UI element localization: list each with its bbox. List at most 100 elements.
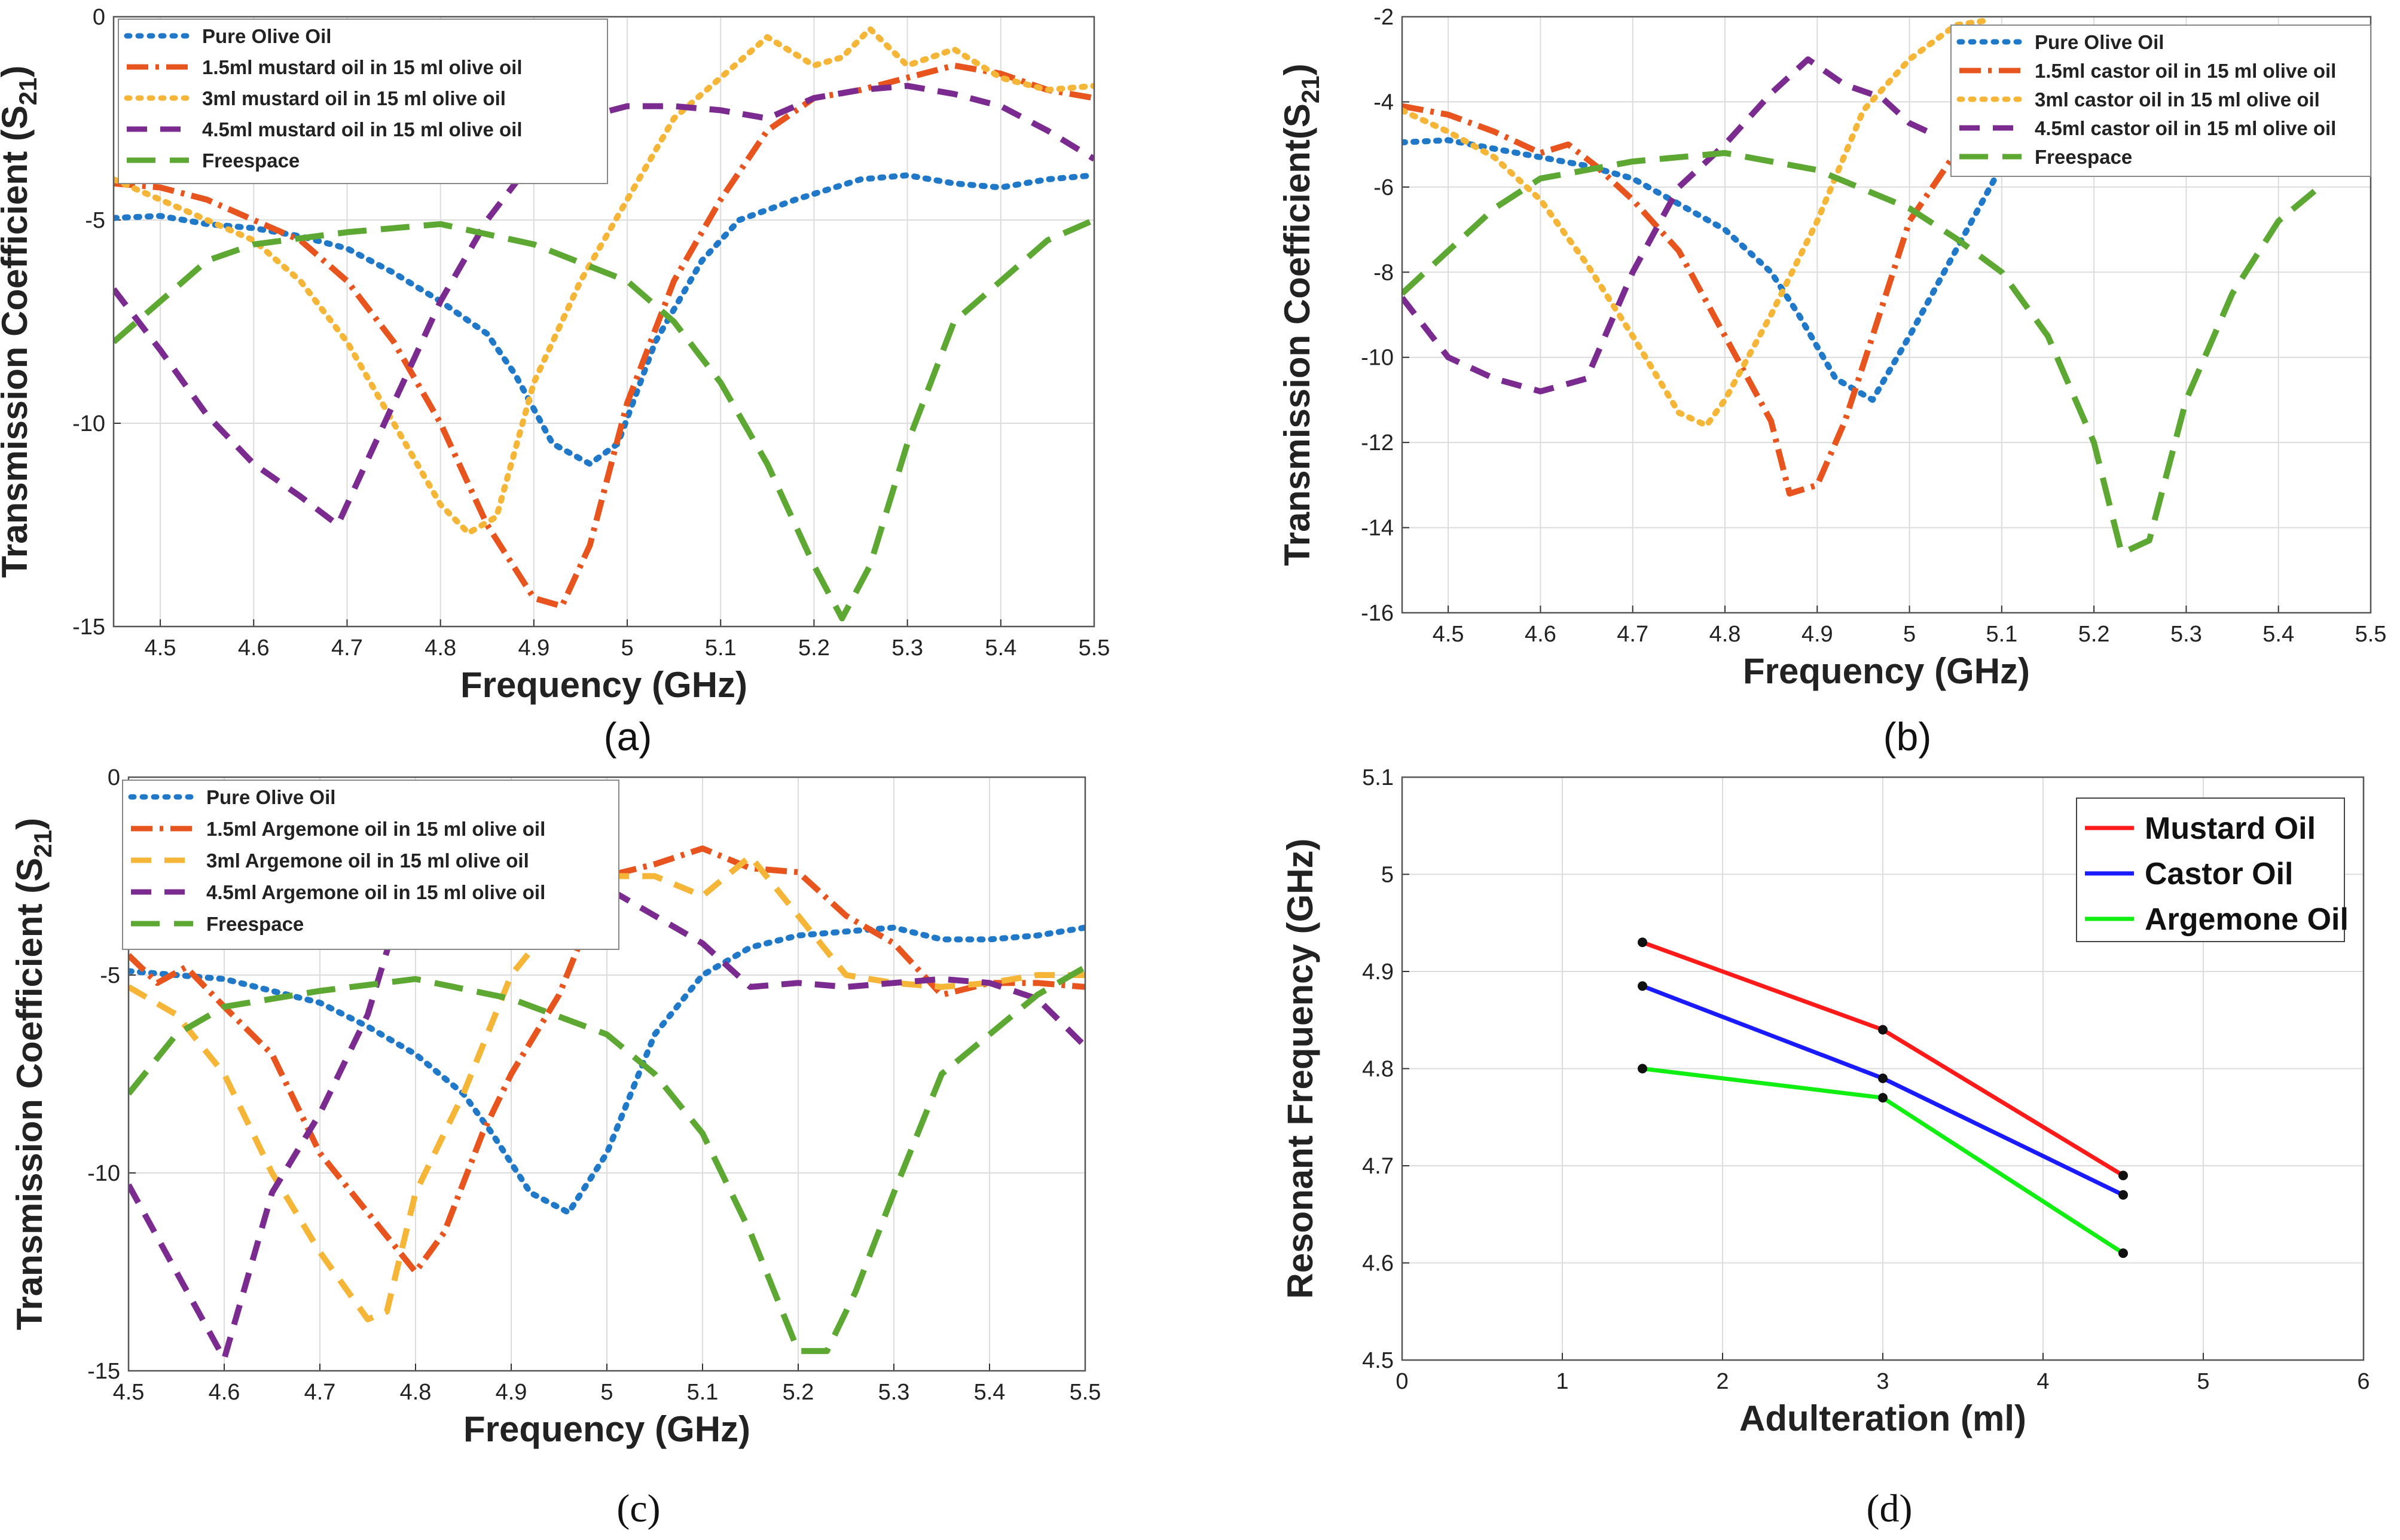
panel-caption-b: (b): [1883, 714, 1932, 759]
y-tick-label: -14: [1361, 516, 1394, 541]
series-line-a-1: [114, 62, 1094, 609]
x-tick-label: 5.3: [2170, 622, 2202, 647]
x-tick-label: 5.5: [1079, 635, 1110, 661]
x-tick-label: 4.9: [1801, 622, 1833, 647]
x-tick-label: 5: [621, 635, 633, 661]
series-line-b-4: [1402, 149, 2327, 557]
chart-panel-d: 0 1 2 3 4 5 6 4.5 4.6 4.7 4.8 4.9 5 5.1 Mustard Oil Cas…: [1280, 765, 2370, 1530]
series-line-b-0: [1402, 133, 2023, 403]
panel-caption-c: (c): [616, 1487, 660, 1530]
data-point-d-1-0: [1638, 981, 1647, 991]
y-tick-label: 0: [93, 5, 105, 30]
x-tick-label: 1: [1556, 1369, 1568, 1394]
x-tick-label: 4.8: [425, 635, 456, 661]
y-tick-label: 0: [108, 765, 120, 790]
x-tick-label: 2: [1716, 1369, 1729, 1394]
y-axis-title-d: Resonant Frequency (GHz): [1280, 838, 1320, 1298]
legend-label-a-0: Pure Olive Oil: [202, 25, 331, 47]
data-point-d-0-0: [1638, 937, 1647, 948]
legend-box-c: [122, 780, 619, 950]
x-tick-label: 0: [1396, 1369, 1408, 1394]
x-tick-label: 5.4: [2262, 622, 2294, 647]
chart-panel-c: 4.5 4.6 4.7 4.8 4.9 5 5.1 5.2 5.3 5.4 5.5 -15 -10 -5 0…: [10, 765, 1101, 1530]
y-tick-label: -12: [1361, 430, 1394, 456]
y-tick-label: -5: [100, 963, 120, 988]
y-tick-label: -4: [1373, 90, 1394, 115]
x-tick-label: 4.9: [496, 1380, 527, 1405]
y-axis-title-subscript: 21: [1296, 75, 1324, 103]
data-point-d-2-2: [2118, 1248, 2128, 1258]
y-axis-title-close: ): [0, 66, 35, 78]
series-line-c-1: [129, 845, 1085, 1275]
series-line-b-3: [1402, 56, 1938, 395]
y-tick-label: -15: [87, 1359, 120, 1384]
legend-label-a-1: 1.5ml mustard oil in 15 ml olive oil: [202, 56, 523, 78]
plot-frame-b: [1401, 16, 2372, 614]
x-tick-label: 5: [2197, 1369, 2209, 1394]
x-tick-label: 5.2: [798, 635, 830, 661]
y-tick-label: -5: [85, 208, 105, 233]
x-tick-label: 4.6: [238, 635, 270, 661]
legend-label-d-2: Argemone Oil: [2145, 902, 2349, 937]
x-tick-label: 4.5: [113, 1380, 145, 1405]
y-axis-title-main: Transmission Coefficient (S: [0, 105, 35, 578]
series-line-b-1: [1402, 103, 1985, 497]
plot-frame-c: [127, 776, 1086, 1372]
chart-panel-b: 4.5 4.6 4.7 4.8 4.9 5 5.1 5.2 5.3 5.4 5.5 -16 -14 -12…: [1277, 5, 2386, 759]
x-tick-label: 5.4: [985, 635, 1016, 661]
y-tick-label: 4.7: [1362, 1154, 1394, 1179]
y-tick-label: 5: [1381, 863, 1394, 888]
series-line-a-2: [114, 26, 1094, 536]
y-axis-title-b: Transmission Coefficient(S21): [1277, 63, 1324, 566]
legend-label-c-0: Pure Olive Oil: [206, 786, 335, 808]
x-tick-label: 4.8: [400, 1380, 432, 1405]
x-axis-title-b: Frequency (GHz): [1743, 651, 2030, 691]
y-tick-label: -2: [1373, 5, 1394, 30]
series-line-c-0: [129, 924, 1085, 1216]
panel-caption-a: (a): [604, 714, 652, 759]
y-tick-label: 4.6: [1362, 1251, 1394, 1276]
data-point-d-1-1: [1878, 1073, 1888, 1083]
plot-frame-d: [1401, 776, 2365, 1361]
y-axis-title-a: Transmission Coefficient (S21): [0, 66, 42, 578]
series-group-c: [129, 814, 1085, 1362]
x-tick-label: 4.7: [304, 1380, 336, 1405]
y-tick-label: -8: [1373, 260, 1394, 285]
legend-label-b-2: 3ml castor oil in 15 ml olive oil: [2035, 88, 2320, 111]
legend-label-b-1: 1.5ml castor oil in 15 ml olive oil: [2035, 60, 2336, 82]
x-tick-label: 4.7: [331, 635, 363, 661]
y-axis-title-subscript: 21: [14, 78, 42, 106]
y-axis-title-subscript: 21: [29, 830, 57, 858]
legend-label-a-3: 4.5ml mustard oil in 15 ml olive oil: [202, 118, 523, 140]
legend-label-d-0: Mustard Oil: [2145, 811, 2316, 846]
x-tick-label: 4.5: [145, 635, 176, 661]
x-tick-label: 5.1: [1986, 622, 2017, 647]
y-tick-label: 4.8: [1362, 1057, 1394, 1082]
x-axis-title-a: Frequency (GHz): [460, 665, 747, 705]
x-tick-label: 5.2: [2078, 622, 2110, 647]
series-line-b-2: [1402, 18, 1986, 429]
data-point-d-1-2: [2118, 1190, 2128, 1200]
legend-label-c-1: 1.5ml Argemone oil in 15 ml olive oil: [206, 818, 545, 840]
x-tick-label: 4.9: [518, 635, 549, 661]
legend-box-a: [118, 19, 608, 184]
legend-label-c-2: 3ml Argemone oil in 15 ml olive oil: [206, 850, 529, 872]
series-line-a-4: [114, 217, 1094, 622]
x-tick-label: 4.8: [1709, 622, 1741, 647]
legend-label-b-3: 4.5ml castor oil in 15 ml olive oil: [2035, 117, 2336, 139]
y-axis-title-main: Transmission Coefficient(S: [1277, 103, 1317, 566]
legend-label-a-4: Freespace: [202, 149, 300, 172]
legend-label-b-0: Pure Olive Oil: [2035, 31, 2164, 53]
y-tick-label: -15: [72, 615, 105, 640]
y-axis-title-close: ): [10, 818, 50, 830]
x-tick-label: 5: [1903, 622, 1916, 647]
x-axis-title-c: Frequency (GHz): [463, 1409, 750, 1449]
y-axis-title-main: Resonant Frequency (GHz): [1280, 838, 1320, 1298]
x-tick-label: 4.6: [209, 1380, 240, 1405]
x-tick-label: 6: [2357, 1369, 2370, 1394]
legend-label-b-4: Freespace: [2035, 146, 2132, 168]
y-tick-label: -10: [1361, 346, 1394, 371]
x-tick-label: 4.7: [1617, 622, 1648, 647]
legend-label-d-1: Castor Oil: [2145, 857, 2294, 891]
